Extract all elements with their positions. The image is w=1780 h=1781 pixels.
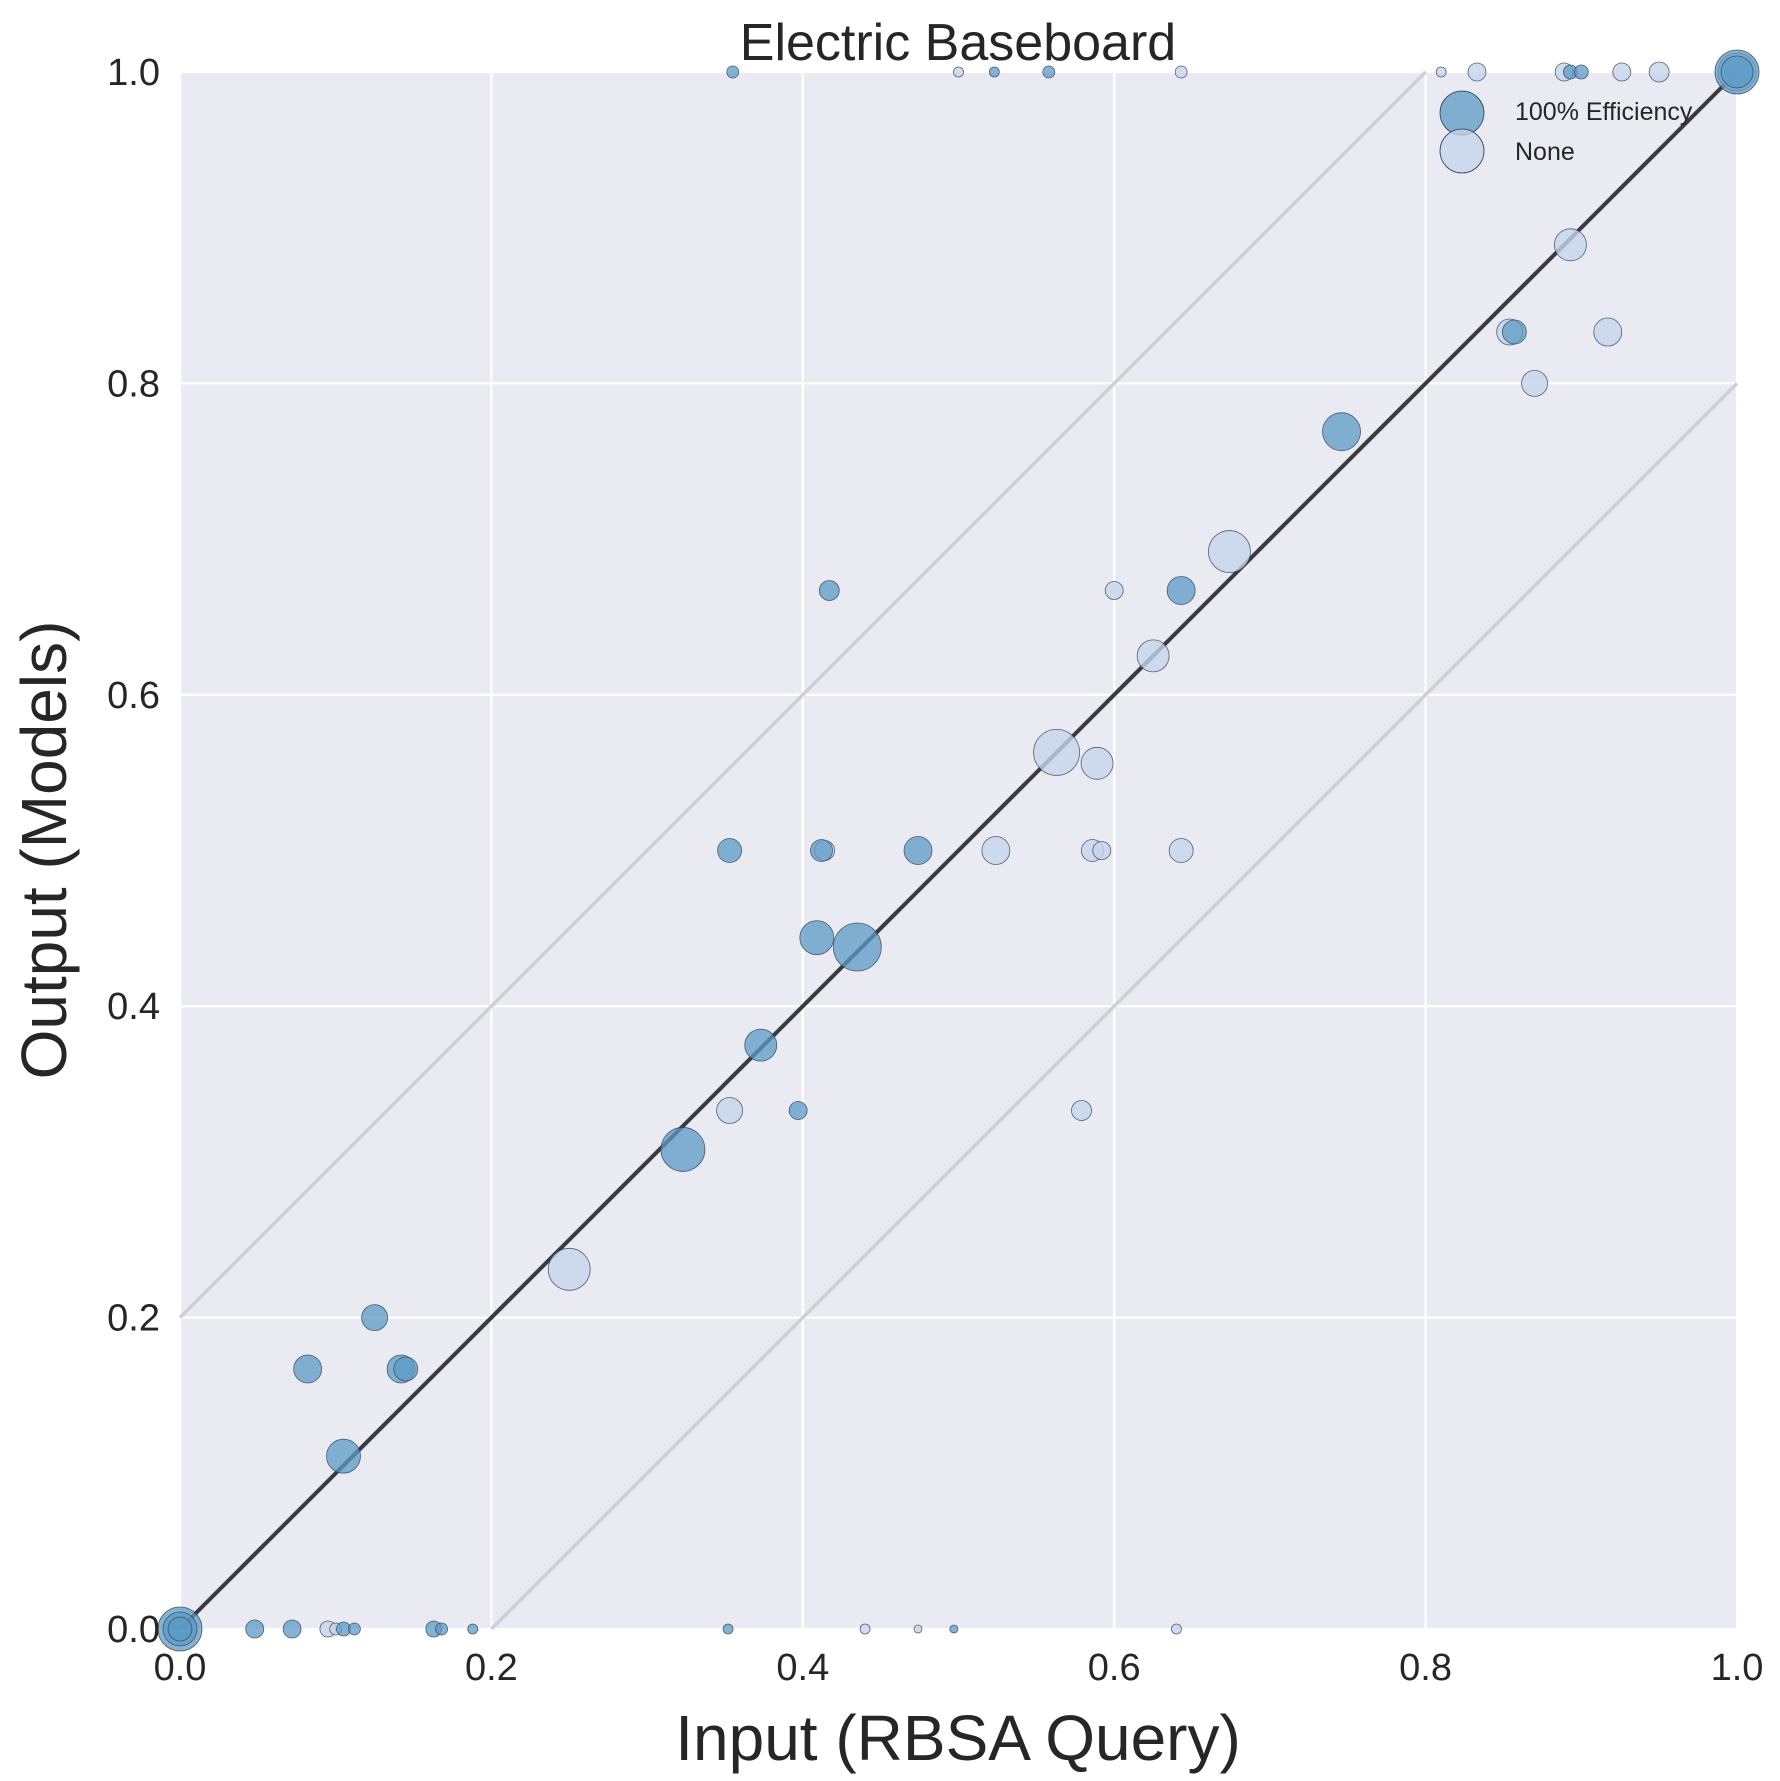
band-line — [178, 70, 1427, 1319]
point-efficiency — [245, 1619, 265, 1639]
point-none — [1612, 62, 1632, 82]
x-tick-label: 0.8 — [1399, 1647, 1452, 1689]
x-tick-label: 0.2 — [465, 1647, 518, 1689]
x-tick-label: 0.0 — [154, 1647, 207, 1689]
point-none — [1174, 65, 1188, 79]
point-efficiency — [347, 1622, 361, 1636]
point-efficiency — [726, 65, 740, 79]
point-none — [1171, 1623, 1182, 1635]
point-efficiency — [393, 1356, 419, 1382]
point-none — [1208, 530, 1251, 573]
point-efficiency — [660, 1127, 706, 1172]
point-none — [913, 1624, 923, 1634]
point-efficiency — [903, 836, 933, 865]
point-efficiency — [1042, 65, 1056, 79]
point-efficiency — [467, 1623, 479, 1635]
point-none — [1467, 62, 1487, 82]
identity-line — [178, 70, 1739, 1631]
point-efficiency — [1166, 576, 1196, 605]
point-none — [1554, 228, 1587, 262]
point-efficiency — [361, 1304, 389, 1331]
point-none — [716, 1097, 744, 1124]
point-none — [1435, 66, 1447, 78]
y-tick-label: 0.6 — [107, 675, 160, 717]
point-efficiency — [988, 66, 1000, 78]
legend-label-efficiency: 100% Efficiency — [1515, 98, 1693, 126]
point-none — [1104, 581, 1124, 600]
point-efficiency — [167, 1616, 193, 1642]
legend: 100% Efficiency None — [1439, 90, 1693, 174]
data-points — [157, 49, 1760, 1652]
y-tick-label: 1.0 — [107, 52, 160, 94]
legend-marker-none — [1439, 128, 1485, 174]
point-efficiency — [293, 1354, 323, 1384]
point-none — [547, 1247, 591, 1291]
point-efficiency — [949, 1624, 959, 1634]
point-efficiency — [788, 1101, 808, 1120]
y-tick-label: 0.2 — [107, 1298, 160, 1340]
legend-marker-efficiency — [1439, 90, 1485, 136]
y-tick-labels: 0.0 0.2 0.4 0.6 0.8 1.0 — [107, 52, 160, 1651]
band-line — [490, 382, 1739, 1631]
point-efficiency — [326, 1438, 361, 1474]
point-none — [1521, 369, 1548, 397]
point-none — [1648, 61, 1670, 83]
point-efficiency — [435, 1622, 448, 1636]
y-tick-label: 0.4 — [107, 986, 160, 1028]
point-efficiency — [1322, 412, 1361, 452]
point-efficiency — [1720, 55, 1754, 89]
point-efficiency — [717, 838, 743, 863]
y-tick-label: 0.0 — [107, 1609, 160, 1651]
point-none — [981, 836, 1011, 865]
point-efficiency — [818, 580, 840, 601]
point-efficiency — [799, 920, 835, 956]
y-axis-label: Output (Models) — [8, 621, 80, 1080]
point-efficiency — [744, 1028, 778, 1062]
x-axis-label: Input (RBSA Query) — [675, 1702, 1241, 1774]
point-efficiency — [1573, 64, 1589, 80]
point-none — [1136, 639, 1170, 673]
point-none — [859, 1623, 871, 1635]
x-tick-label: 0.4 — [776, 1647, 829, 1689]
point-none — [953, 66, 964, 78]
point-efficiency — [722, 1623, 734, 1635]
point-none — [1033, 729, 1080, 776]
point-none — [1168, 838, 1194, 863]
point-none — [1593, 317, 1623, 347]
grid-lines — [178, 70, 1739, 1631]
reference-lines — [178, 70, 1739, 1631]
point-efficiency — [810, 839, 833, 862]
x-tick-label: 0.6 — [1088, 1647, 1141, 1689]
point-none — [1071, 1100, 1092, 1121]
chart-title: Electric Baseboard — [740, 14, 1176, 72]
x-tick-label: 1.0 — [1711, 1647, 1764, 1689]
y-tick-label: 0.8 — [107, 363, 160, 405]
point-efficiency — [1501, 319, 1527, 345]
point-none — [1080, 746, 1114, 780]
point-efficiency — [832, 922, 882, 972]
point-none — [1092, 841, 1112, 860]
legend-label-none: None — [1515, 138, 1575, 166]
point-efficiency — [282, 1619, 302, 1639]
x-tick-labels: 0.0 0.2 0.4 0.6 0.8 1.0 — [154, 1647, 1764, 1689]
